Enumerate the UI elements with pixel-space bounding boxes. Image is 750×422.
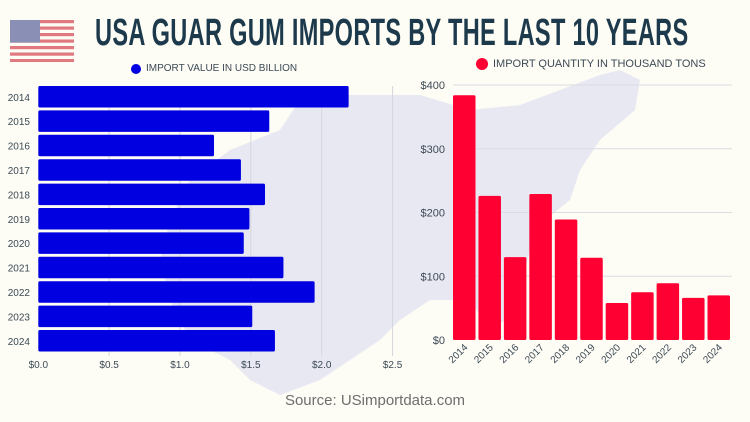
bar-value-2015: [38, 110, 270, 132]
bar-quantity-2024: [707, 295, 730, 340]
y-tick-label: 2020: [8, 239, 31, 250]
legend-marker-red: [476, 58, 488, 70]
bar-quantity-2023: [682, 297, 705, 340]
bar-value-2024: [38, 330, 275, 352]
bar-quantity-2017: [529, 194, 552, 340]
y-tick-label: 2018: [8, 190, 31, 201]
x-tick-label: 2023: [676, 342, 700, 366]
y-tick-label: 2017: [8, 166, 31, 177]
x-tick-label: 2015: [472, 342, 496, 366]
bar-quantity-2022: [656, 283, 680, 340]
bar-quantity-2018: [554, 219, 578, 340]
bar-value-2020: [38, 232, 244, 254]
y-tick-label: $400: [421, 80, 445, 92]
y-tick-label: $300: [421, 144, 445, 156]
bar-quantity-2021: [631, 292, 654, 340]
legend-import-value: IMPORT VALUE IN USD BILLION: [131, 63, 297, 74]
y-tick-label: 2021: [8, 264, 31, 275]
bar-quantity-2019: [580, 257, 603, 340]
legend-import-quantity: IMPORT QUANTITY IN THOUSAND TONS: [476, 58, 706, 70]
y-tick-label: 2016: [8, 142, 31, 153]
us-flag-icon: [10, 20, 74, 62]
y-tick-label: 2014: [8, 93, 31, 104]
bar-value-2021: [38, 256, 284, 279]
y-tick-label: 2023: [8, 312, 31, 323]
y-tick-label: $0: [433, 335, 445, 347]
x-tick-label: 2014: [447, 342, 471, 366]
y-tick-label: $200: [421, 208, 445, 220]
bar-quantity-2020: [605, 303, 629, 340]
x-tick-label: 2019: [574, 342, 598, 366]
x-tick-label: 2024: [701, 342, 725, 366]
x-tick-label: $0.5: [99, 360, 119, 371]
y-tick-label: 2024: [8, 337, 31, 348]
x-tick-label: 2016: [498, 342, 522, 366]
x-tick-label: $2.0: [312, 360, 332, 371]
bar-value-2022: [38, 281, 315, 303]
bar-value-2016: [38, 134, 215, 157]
chart-title: USA GUAR GUM IMPORTS BY THE LAST 10 YEAR…: [95, 12, 689, 54]
legend-marker-blue: [131, 63, 141, 74]
y-tick-label: 2019: [8, 215, 31, 226]
bar-value-2017: [38, 159, 241, 181]
bar-value-2014: [38, 86, 349, 108]
x-tick-label: 2018: [549, 342, 573, 366]
x-tick-label: $1.5: [241, 360, 261, 371]
x-tick-label: 2021: [625, 342, 649, 366]
x-tick-label: 2020: [600, 342, 624, 366]
bar-quantity-2014: [453, 95, 476, 340]
y-tick-label: 2022: [8, 288, 31, 299]
bar-quantity-2016: [503, 257, 527, 340]
y-tick-label: $100: [421, 271, 445, 283]
bar-value-2018: [38, 183, 266, 206]
y-tick-label: 2015: [8, 117, 31, 128]
x-tick-label: 2022: [650, 342, 674, 366]
bar-value-2023: [38, 305, 253, 328]
x-tick-label: 2017: [523, 342, 547, 366]
legend-label: IMPORT VALUE IN USD BILLION: [146, 63, 298, 74]
x-tick-label: $2.5: [383, 360, 403, 371]
bar-value-2019: [38, 208, 250, 230]
bar-quantity-2015: [478, 195, 501, 340]
legend-label: IMPORT QUANTITY IN THOUSAND TONS: [493, 58, 706, 70]
x-tick-label: $0.0: [29, 360, 49, 371]
x-tick-label: $1.0: [170, 360, 190, 371]
source-note: Source: USimportdata.com: [284, 392, 466, 409]
